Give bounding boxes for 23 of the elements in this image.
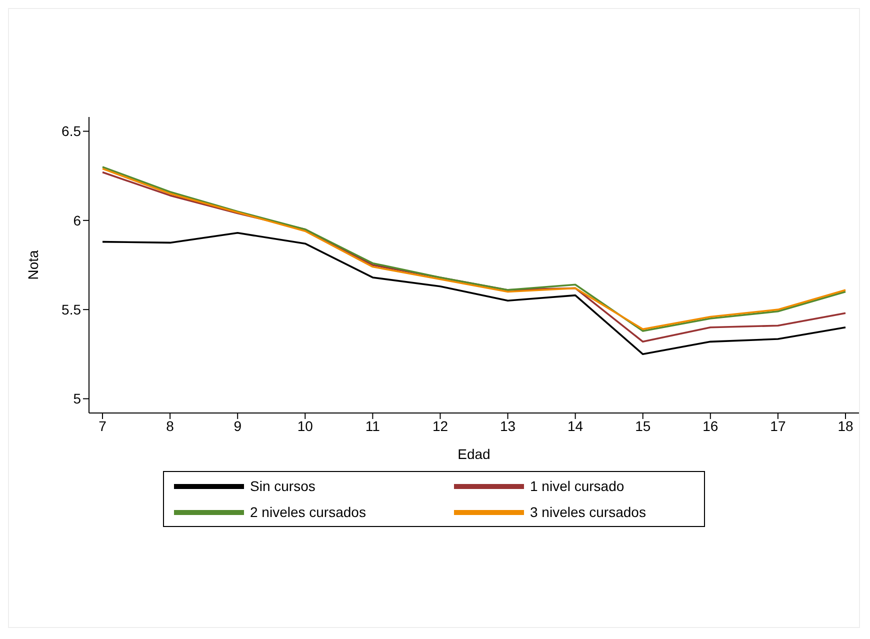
x-tick-label: 18: [838, 418, 854, 434]
x-tick-label: 11: [365, 418, 380, 434]
legend-label: Sin cursos: [250, 478, 316, 494]
x-tick-label: 12: [432, 418, 448, 434]
y-tick-label: 5.5: [62, 302, 82, 318]
y-tick-label: 6: [73, 212, 82, 228]
x-tick-label: 13: [500, 418, 516, 434]
legend-label: 2 niveles cursados: [250, 504, 366, 520]
x-axis-title: Edad: [458, 446, 490, 462]
x-tick-label: 16: [702, 418, 718, 434]
y-tick-label: 5: [73, 390, 82, 407]
legend-label: 3 niveles cursados: [530, 504, 646, 520]
line-series: [102, 232, 846, 356]
x-tick-label: 14: [568, 418, 584, 434]
x-tick-label: 15: [635, 418, 651, 434]
legend-label: 1 nivel cursado: [530, 478, 624, 494]
y-axis-title: Nota: [24, 250, 41, 280]
x-tick-label: 8: [166, 418, 174, 434]
y-tick-label: 6.5: [62, 123, 82, 140]
x-tick-label: 7: [98, 418, 107, 434]
x-tick-label: 9: [234, 418, 242, 434]
x-tick-label: 10: [297, 418, 314, 434]
x-tick-label: 17: [770, 418, 786, 434]
